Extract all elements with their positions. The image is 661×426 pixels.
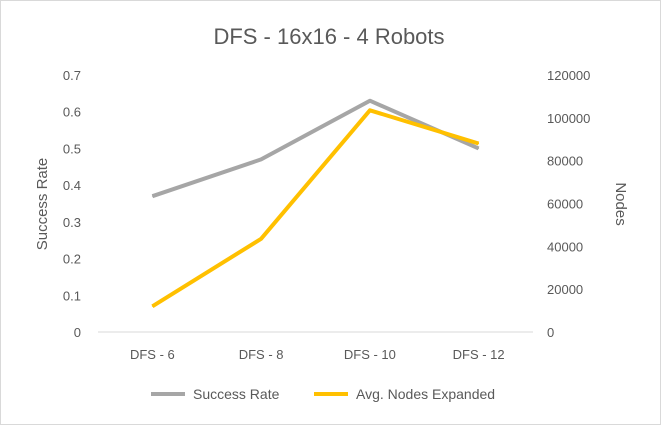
left-tick-label: 0.6: [63, 105, 81, 120]
data-point-avg-nodes: [369, 109, 371, 111]
right-axis-ticks: 0 20000 40000 60000 80000 100000 120000: [547, 68, 590, 340]
left-tick-label: 0.3: [63, 215, 81, 230]
x-tick-label: DFS - 10: [344, 347, 396, 362]
x-tick-label: DFS - 8: [239, 347, 284, 362]
left-axis-label: Success Rate: [34, 158, 51, 251]
left-tick-label: 0.4: [63, 178, 81, 193]
data-point-avg-nodes: [151, 305, 153, 307]
x-axis-ticks: DFS - 6 DFS - 8 DFS - 10 DFS - 12: [130, 347, 505, 362]
data-point-avg-nodes: [260, 238, 262, 240]
data-point-success-rate: [478, 147, 480, 149]
right-tick-label: 40000: [547, 239, 583, 254]
data-point-success-rate: [260, 158, 262, 160]
left-tick-label: 0.5: [63, 141, 81, 156]
left-tick-label: 0.7: [63, 68, 81, 83]
right-tick-label: 20000: [547, 282, 583, 297]
series-line-success-rate: [151, 98, 480, 199]
left-axis-ticks: 0 0.1 0.2 0.3 0.4 0.5 0.6 0.7: [63, 68, 81, 340]
x-tick-label: DFS - 12: [453, 347, 505, 362]
data-point-avg-nodes: [478, 143, 480, 145]
right-tick-label: 80000: [547, 154, 583, 169]
legend: Success Rate Avg. Nodes Expanded: [151, 386, 495, 402]
data-point-success-rate: [151, 195, 153, 197]
series-lines: [151, 98, 480, 308]
legend-label-avg-nodes: Avg. Nodes Expanded: [356, 386, 495, 402]
right-tick-label: 100000: [547, 111, 590, 126]
data-point-success-rate: [369, 100, 371, 102]
left-tick-label: 0.2: [63, 252, 81, 267]
series-line-avg-nodes-expanded: [151, 108, 480, 308]
right-axis-label: Nodes: [612, 182, 629, 225]
right-tick-label: 0: [547, 325, 554, 340]
legend-label-success-rate: Success Rate: [193, 386, 280, 402]
left-tick-label: 0: [74, 325, 81, 340]
x-tick-label: DFS - 6: [130, 347, 175, 362]
right-tick-label: 120000: [547, 68, 590, 83]
left-tick-label: 0.1: [63, 288, 81, 303]
chart-title: DFS - 16x16 - 4 Robots: [213, 24, 444, 49]
right-tick-label: 60000: [547, 197, 583, 212]
